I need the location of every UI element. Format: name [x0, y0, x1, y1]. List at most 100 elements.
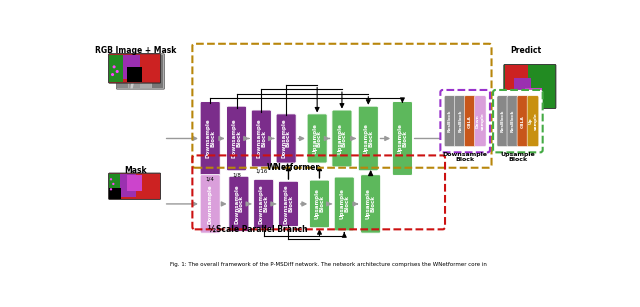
Bar: [525, 88, 542, 104]
Circle shape: [113, 65, 116, 68]
Bar: [514, 78, 531, 108]
Circle shape: [110, 188, 112, 190]
Bar: [120, 174, 136, 197]
Bar: [129, 75, 140, 81]
Bar: [109, 174, 160, 199]
Text: Downsample: Downsample: [208, 184, 212, 224]
Text: 1/16: 1/16: [255, 169, 268, 173]
Bar: [117, 68, 128, 75]
FancyBboxPatch shape: [504, 64, 556, 108]
Bar: [129, 82, 140, 88]
Bar: [109, 55, 132, 73]
Text: Fig. 1: The overall framework of the P-MSDiff network. The network architecture : Fig. 1: The overall framework of the P-M…: [170, 262, 486, 267]
Text: ResBlock: ResBlock: [448, 110, 452, 132]
Text: Downsample
Block: Downsample Block: [234, 184, 244, 224]
Bar: [127, 175, 142, 191]
FancyBboxPatch shape: [200, 102, 220, 175]
Bar: [152, 61, 163, 68]
Text: ResBlock: ResBlock: [458, 110, 462, 132]
Bar: [109, 174, 131, 192]
Bar: [505, 65, 528, 92]
Text: Downsample
Block: Downsample Block: [232, 119, 241, 158]
Text: ResBlock: ResBlock: [511, 110, 515, 132]
FancyBboxPatch shape: [200, 175, 220, 233]
Text: ResBlock: ResBlock: [500, 110, 505, 132]
FancyBboxPatch shape: [109, 173, 161, 199]
FancyBboxPatch shape: [497, 96, 509, 146]
FancyBboxPatch shape: [278, 181, 298, 227]
FancyBboxPatch shape: [392, 102, 412, 175]
Bar: [140, 75, 151, 81]
Bar: [152, 68, 163, 75]
FancyBboxPatch shape: [440, 90, 490, 152]
Text: Downsample
Block: Downsample Block: [443, 152, 488, 162]
Text: Downsample
Block: Downsample Block: [284, 184, 293, 224]
FancyBboxPatch shape: [334, 177, 355, 231]
Text: Upsample
Block: Upsample Block: [337, 123, 347, 154]
FancyBboxPatch shape: [527, 96, 539, 146]
Text: Downsample
Block: Downsample Block: [282, 119, 291, 158]
FancyBboxPatch shape: [252, 110, 271, 167]
Text: Downsample
Block: Downsample Block: [205, 119, 215, 158]
Text: 1/8: 1/8: [232, 172, 241, 177]
FancyBboxPatch shape: [332, 110, 352, 167]
Text: Upsample
Block: Upsample Block: [315, 188, 324, 220]
Bar: [117, 82, 128, 88]
FancyBboxPatch shape: [109, 54, 161, 83]
Text: 1/4: 1/4: [206, 177, 214, 182]
Circle shape: [110, 178, 112, 181]
Text: Predict: Predict: [510, 46, 541, 55]
Text: Down
sample: Down sample: [476, 112, 484, 130]
Bar: [109, 188, 121, 199]
FancyBboxPatch shape: [227, 106, 246, 171]
FancyBboxPatch shape: [493, 90, 543, 152]
Text: Upsample
Block: Upsample Block: [397, 123, 407, 154]
Bar: [129, 61, 140, 68]
Bar: [129, 55, 140, 61]
Bar: [505, 91, 517, 108]
Text: WNetformer: WNetformer: [267, 163, 320, 172]
FancyBboxPatch shape: [253, 179, 274, 229]
Bar: [117, 75, 128, 81]
Text: CBLA: CBLA: [468, 115, 472, 127]
Bar: [152, 55, 163, 61]
Text: CBLA: CBLA: [521, 115, 525, 127]
FancyBboxPatch shape: [116, 54, 164, 89]
Bar: [152, 82, 163, 88]
Text: Upsample
Block: Upsample Block: [312, 123, 322, 154]
Bar: [117, 55, 128, 61]
Polygon shape: [131, 55, 140, 88]
Bar: [140, 61, 151, 68]
Text: Upsample
Block: Upsample Block: [364, 123, 373, 154]
Bar: [109, 55, 160, 82]
Bar: [127, 67, 142, 82]
Bar: [117, 61, 128, 68]
Bar: [505, 65, 555, 108]
Text: Upsample
Block: Upsample Block: [366, 188, 376, 220]
Text: Downsample
Block: Downsample Block: [257, 119, 266, 158]
FancyBboxPatch shape: [507, 96, 518, 146]
Text: RGB Image + Mask: RGB Image + Mask: [95, 46, 177, 55]
Bar: [140, 55, 151, 61]
Text: Up
sample: Up sample: [529, 112, 538, 130]
Text: 1/32: 1/32: [280, 165, 292, 170]
Bar: [140, 68, 151, 75]
Text: ½Scale Parallel Branch: ½Scale Parallel Branch: [209, 225, 308, 234]
Circle shape: [116, 70, 119, 73]
FancyBboxPatch shape: [454, 96, 466, 146]
Bar: [123, 55, 140, 79]
FancyBboxPatch shape: [229, 176, 249, 232]
Bar: [109, 68, 124, 82]
FancyBboxPatch shape: [307, 114, 327, 163]
FancyBboxPatch shape: [444, 96, 456, 146]
FancyBboxPatch shape: [309, 180, 330, 228]
Text: Upsample
Block: Upsample Block: [339, 188, 349, 220]
FancyBboxPatch shape: [276, 114, 296, 163]
Bar: [129, 68, 140, 75]
Bar: [152, 75, 163, 81]
Text: Mask: Mask: [125, 166, 147, 175]
FancyBboxPatch shape: [465, 96, 476, 146]
Circle shape: [111, 73, 114, 76]
FancyBboxPatch shape: [517, 96, 529, 146]
FancyBboxPatch shape: [360, 175, 381, 233]
